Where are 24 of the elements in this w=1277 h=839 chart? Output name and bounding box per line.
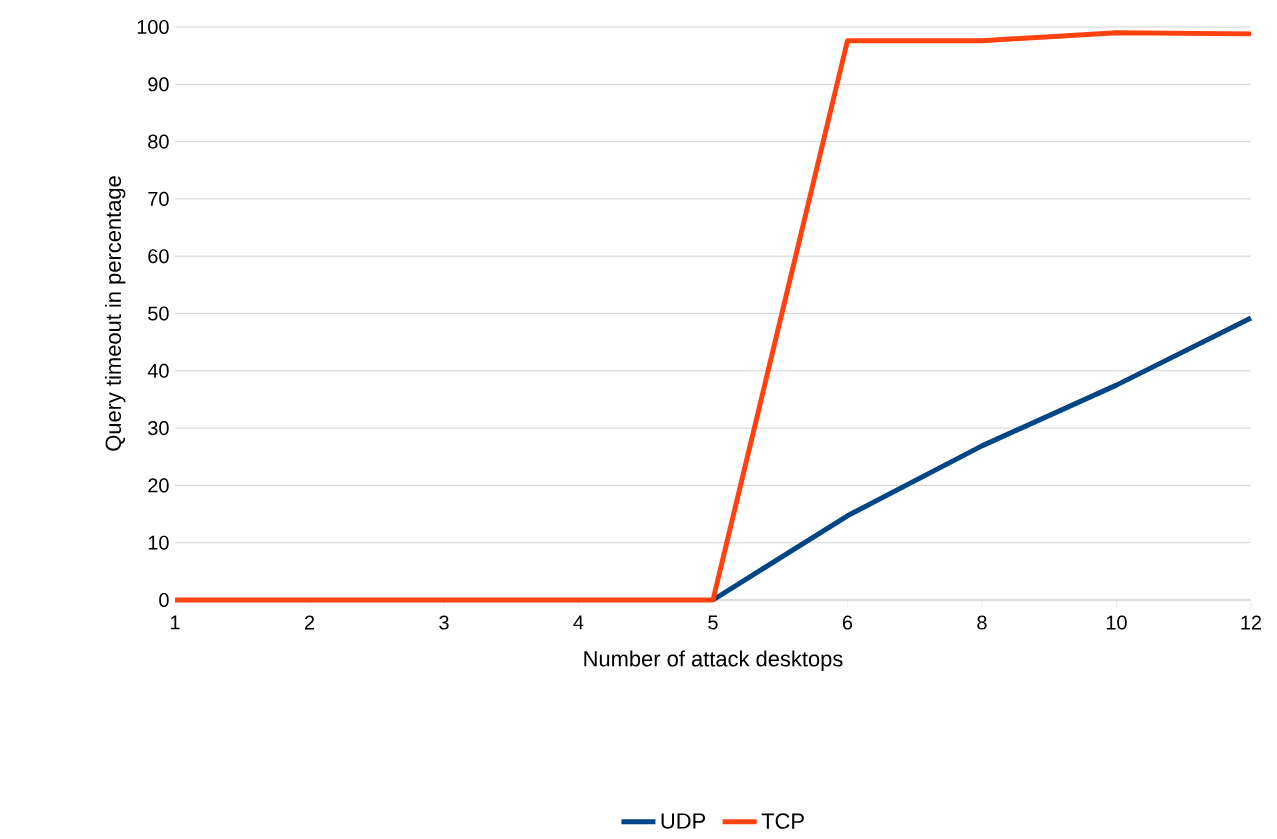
x-tick-label: 2	[304, 615, 315, 630]
y-tick-label: 70	[148, 191, 169, 206]
y-tick-label: 90	[148, 77, 169, 92]
y-tick-label: 60	[148, 249, 169, 264]
y-tick-label: 40	[147, 363, 169, 378]
x-tick-label: 8	[977, 615, 987, 630]
y-tick-label: 20	[148, 478, 169, 493]
x-tick-label: 1	[170, 615, 180, 630]
y-tick-label: 50	[148, 306, 169, 321]
x-axis-title: Number of attack desktops	[584, 650, 843, 671]
y-tick-label: 10	[148, 535, 169, 550]
y-tick-label: 80	[148, 134, 169, 149]
y-tick-label: 0	[159, 592, 169, 608]
legend-label: TCP	[761, 813, 804, 829]
legend-label: UDP	[661, 813, 706, 829]
y-axis-title: Query timeout in percentage	[104, 176, 126, 451]
x-tick-label: 12	[1241, 615, 1262, 630]
x-tick-label: 6	[842, 615, 853, 630]
x-tick-label: 10	[1106, 615, 1127, 630]
x-tick-label: 4	[573, 615, 584, 630]
y-tick-label: 30	[148, 421, 169, 436]
x-tick-label: 3	[439, 615, 449, 630]
y-tick-label: 100	[137, 19, 169, 35]
x-tick-label: 5	[708, 615, 718, 630]
